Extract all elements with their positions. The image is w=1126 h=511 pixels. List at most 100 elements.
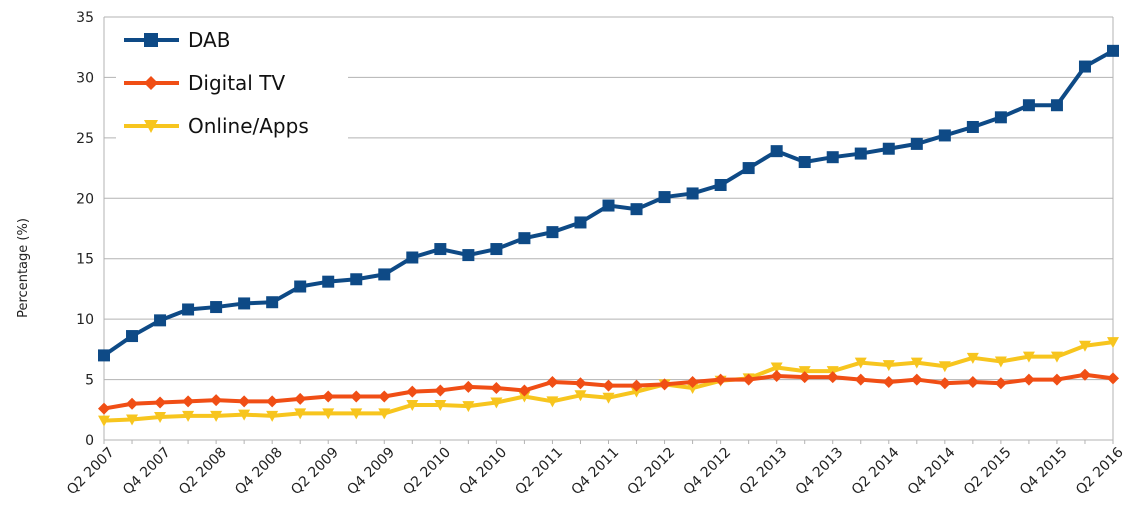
data-point-dab [854, 147, 867, 160]
series-online-apps [98, 337, 1119, 427]
data-point-digital-tv [966, 375, 979, 388]
data-point-online-apps [602, 392, 615, 404]
x-tick-label: Q2 2008 [176, 444, 230, 498]
data-point-digital-tv [322, 390, 335, 403]
data-point-digital-tv [266, 395, 279, 408]
y-tick-label: 35 [76, 10, 94, 26]
x-tick-label: Q2 2016 [1073, 444, 1126, 498]
y-tick-label: 15 [76, 252, 94, 268]
data-point-digital-tv [210, 394, 223, 407]
data-point-online-apps [1022, 351, 1035, 363]
data-point-online-apps [406, 399, 419, 411]
data-point-dab [406, 251, 419, 264]
x-tick-label: Q2 2012 [625, 444, 679, 498]
data-point-dab [742, 162, 755, 175]
data-point-dab [1050, 99, 1063, 112]
x-tick-label: Q4 2015 [1017, 444, 1071, 498]
data-point-dab [154, 314, 167, 327]
data-point-digital-tv [742, 373, 755, 386]
x-tick-label: Q4 2008 [232, 444, 286, 498]
legend: DAB Digital TV Online/Apps [116, 22, 348, 144]
data-point-dab [294, 280, 307, 293]
data-point-online-apps [350, 408, 363, 420]
data-point-digital-tv [714, 373, 727, 386]
data-point-dab [1078, 60, 1091, 73]
data-point-online-apps [966, 352, 979, 364]
x-tick-label: Q4 2010 [456, 444, 510, 498]
data-point-digital-tv [1022, 373, 1035, 386]
data-point-online-apps [238, 409, 251, 421]
data-point-dab [714, 178, 727, 191]
series-digital-tv [98, 368, 1119, 415]
y-tick-label: 0 [85, 433, 94, 449]
legend-item-dab: DAB [124, 28, 230, 52]
data-point-online-apps [98, 415, 110, 427]
data-point-online-apps [434, 399, 447, 411]
data-point-online-apps [1050, 351, 1063, 363]
data-point-online-apps [182, 410, 195, 422]
data-point-dab [322, 275, 335, 288]
x-tick-label: Q2 2015 [961, 444, 1015, 498]
data-point-digital-tv [518, 384, 531, 397]
x-tick-label: Q2 2009 [288, 444, 342, 498]
data-point-dab [910, 137, 923, 150]
x-tick-label: Q4 2014 [905, 444, 959, 498]
data-point-dab [378, 268, 391, 281]
y-tick-label: 30 [76, 70, 94, 86]
data-point-online-apps [126, 414, 139, 426]
data-point-dab [350, 273, 363, 286]
data-point-online-apps [490, 397, 503, 409]
data-point-dab [826, 151, 839, 164]
data-point-digital-tv [182, 395, 195, 408]
data-point-dab [490, 243, 503, 256]
data-point-online-apps [910, 357, 923, 369]
data-point-online-apps [322, 408, 335, 420]
data-point-online-apps [266, 410, 279, 422]
x-tick-label: Q2 2010 [400, 444, 454, 498]
y-tick-label: 20 [76, 191, 94, 207]
data-point-dab [630, 203, 643, 216]
y-tick-label: 25 [76, 131, 94, 147]
data-point-digital-tv [406, 385, 419, 398]
data-point-online-apps [938, 361, 951, 373]
data-point-digital-tv [994, 377, 1007, 390]
data-point-dab [994, 111, 1007, 124]
data-point-online-apps [1078, 340, 1091, 352]
data-point-digital-tv [238, 395, 251, 408]
data-point-online-apps [994, 356, 1007, 368]
data-point-dab [966, 120, 979, 133]
y-tick-label: 10 [76, 312, 94, 328]
data-point-online-apps [1107, 337, 1119, 349]
data-point-online-apps [462, 401, 475, 413]
data-point-online-apps [154, 412, 167, 424]
data-point-digital-tv [1050, 373, 1063, 386]
data-point-digital-tv [630, 379, 643, 392]
legend-swatch-marker [144, 33, 158, 47]
data-point-digital-tv [462, 380, 475, 393]
data-point-digital-tv [882, 375, 895, 388]
legend-label: Digital TV [188, 71, 285, 95]
data-point-online-apps [770, 362, 783, 374]
data-point-digital-tv [1107, 372, 1119, 385]
data-point-digital-tv [938, 377, 951, 390]
data-point-dab [266, 296, 279, 309]
data-point-online-apps [378, 408, 391, 420]
legend-swatch-marker [144, 120, 158, 133]
data-point-digital-tv [350, 390, 363, 403]
data-point-digital-tv [378, 390, 391, 403]
data-point-online-apps [546, 396, 559, 408]
legend-label: Online/Apps [188, 114, 309, 138]
data-point-dab [882, 142, 895, 155]
data-point-dab [1107, 44, 1119, 57]
data-point-online-apps [854, 357, 867, 369]
x-tick-label: Q4 2012 [681, 444, 735, 498]
data-point-digital-tv [546, 375, 559, 388]
data-point-digital-tv [770, 369, 783, 382]
data-point-dab [98, 349, 110, 362]
data-point-dab [434, 243, 447, 256]
data-point-online-apps [630, 386, 643, 398]
data-point-digital-tv [294, 392, 307, 405]
y-axis-title: Percentage (%) [16, 218, 31, 318]
data-point-digital-tv [686, 375, 699, 388]
